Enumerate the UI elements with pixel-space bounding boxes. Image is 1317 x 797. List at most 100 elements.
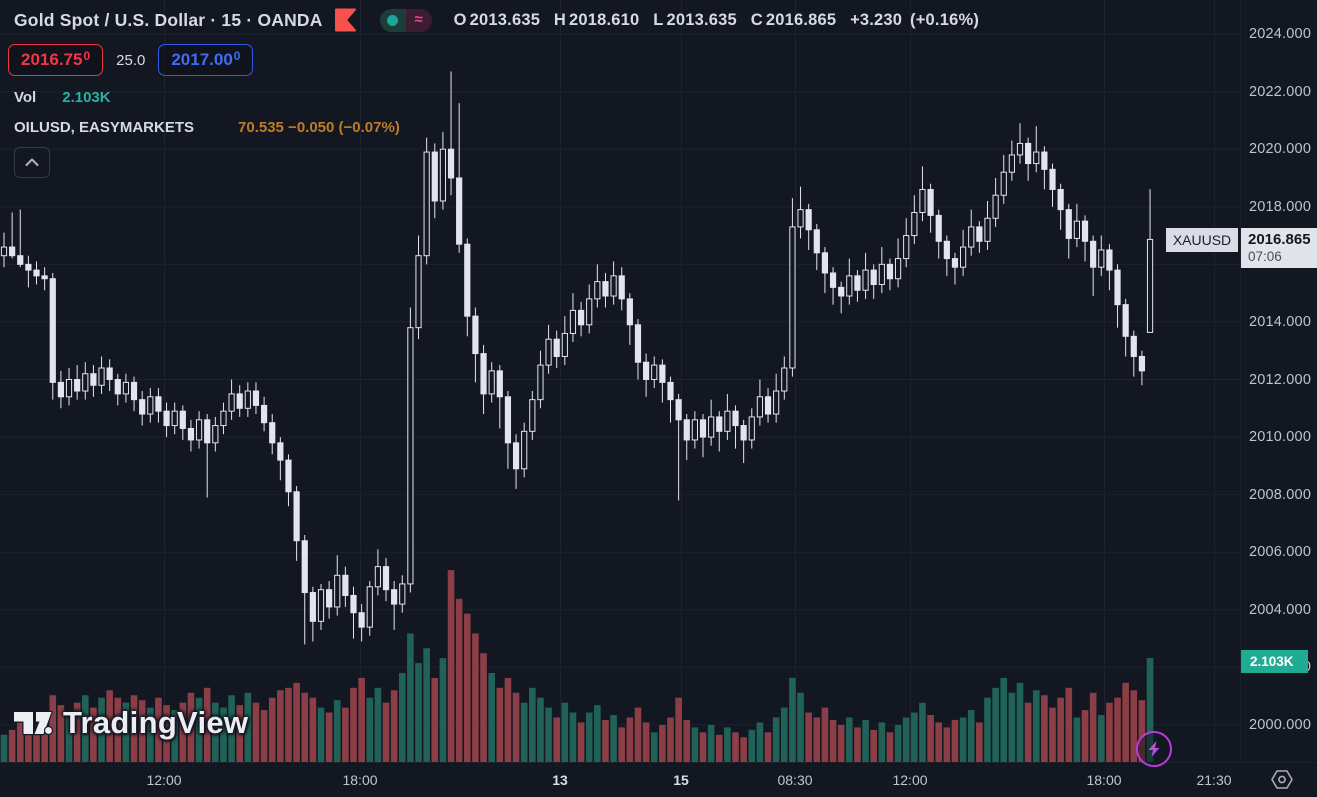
candle-body-down [464,243,471,317]
candle-body-up [1008,154,1015,173]
volume-bar [545,707,552,762]
candle-body-down [236,393,243,409]
candle-body-up [488,370,495,395]
volume-bar [1089,692,1097,762]
candle-body-down [480,353,487,395]
volume-bar [228,695,235,762]
candle-body-down [716,416,723,432]
volume-bar [1114,697,1121,762]
volume-bar [342,707,349,762]
buy-ask-button[interactable]: 2017.00 0 [158,44,254,76]
candle-body-up [894,258,902,280]
volume-bar [756,722,764,762]
candle-body-down [496,370,503,398]
volume-bar [1081,710,1089,762]
candle-body-up [122,381,130,395]
candle-body-up [919,188,926,214]
candle-body-down [943,240,950,260]
volume-bar [41,727,48,762]
volume-bar [764,732,772,762]
candle-body-down [139,399,146,415]
candle-body-down [155,396,162,412]
volume-bar [431,677,439,762]
volume-bar [894,724,902,762]
volume-bar [911,712,918,762]
volume-bar [1000,677,1008,762]
candle-body-down [854,275,861,291]
candle-body-up [220,410,227,427]
price-chart-svg[interactable] [0,0,1240,762]
volume-bar [73,702,81,762]
volume-bar [1041,695,1048,762]
candle-body-down [309,592,316,622]
candle-body-up [561,332,568,357]
volume-axis-tag: 2.103K [1241,650,1308,673]
candle-body-down [1130,335,1137,357]
candle-body-up [98,367,105,386]
volume-bar [854,727,861,762]
volume-bar [520,702,528,762]
volume-bar [98,697,105,762]
candle-body-up [244,390,251,409]
symbol-title[interactable]: Gold Spot / U.S. Dollar · 15 · OANDA [14,9,323,30]
boost-button[interactable] [1136,731,1172,767]
volume-bar [293,682,300,762]
volume-bar [382,702,390,762]
volume-bar [374,687,382,762]
volume-bar [90,707,97,762]
volume-bar [642,722,650,762]
candle-body-up [529,399,536,432]
candle-body-down [163,410,170,427]
volume-bar [1049,707,1056,762]
axis-settings-button[interactable] [1268,766,1296,792]
volume-bar [626,717,634,762]
price-axis-label: 2020.000 [1249,141,1312,158]
volume-legend: Vol 2.103K [14,89,111,106]
candle-body-down [1025,142,1032,165]
market-status-toggle[interactable]: ≈ [379,8,432,32]
candle-body-up [1098,249,1105,268]
volume-bar [699,732,707,762]
approx-icon: ≈ [414,10,423,28]
ask-price-fraction: 0 [233,49,241,63]
price-axis[interactable]: 2024.000 2022.000 2020.000 2018.000 2014.000… [1240,0,1317,762]
candle-body-down [41,275,48,280]
volume-bar [1008,692,1016,762]
volume-bar [1016,682,1024,762]
tradingview-logo-icon [12,710,54,736]
spread-value: 25.0 [116,51,146,69]
candle-body-down [301,540,308,594]
overlay-symbol-title[interactable]: OILUSD, EASYMARKETS [14,119,195,136]
candle-body-down [260,404,268,424]
volume-label[interactable]: Vol [14,89,37,106]
time-axis[interactable]: 12:00 18:00 13 15 08:30 12:00 18:00 21:30 [0,762,1317,797]
volume-bar [569,712,577,762]
candle-body-down [886,263,894,280]
last-price-label: 2016.865 07:06 [1241,228,1317,268]
volume-bar [366,697,374,762]
candle-body-up [82,373,89,392]
broker-logo-icon[interactable] [334,8,356,32]
volume-bar [1032,690,1040,762]
volume-bar [683,719,691,762]
candle-body-down [732,410,739,427]
volume-bar [212,702,219,762]
candle-body-down [838,286,845,297]
candle-body-down [90,373,97,386]
price-axis-label: 2014.000 [1249,314,1312,330]
bid-price-fraction: 0 [83,49,91,63]
volume-bar [789,677,796,762]
candle-body-up [147,396,154,415]
volume-bar [49,695,57,762]
sell-bid-button[interactable]: 2016.75 0 [8,44,104,76]
candle-body-down [1065,209,1072,239]
time-axis-label: 12:00 [146,772,182,788]
volume-bar [780,707,788,762]
volume-bar [187,692,195,762]
volume-bar [984,697,991,762]
collapse-pane-button[interactable] [14,147,50,178]
volume-bar [480,653,487,762]
candle-body-down [293,491,300,542]
candle-body-up [862,269,869,291]
